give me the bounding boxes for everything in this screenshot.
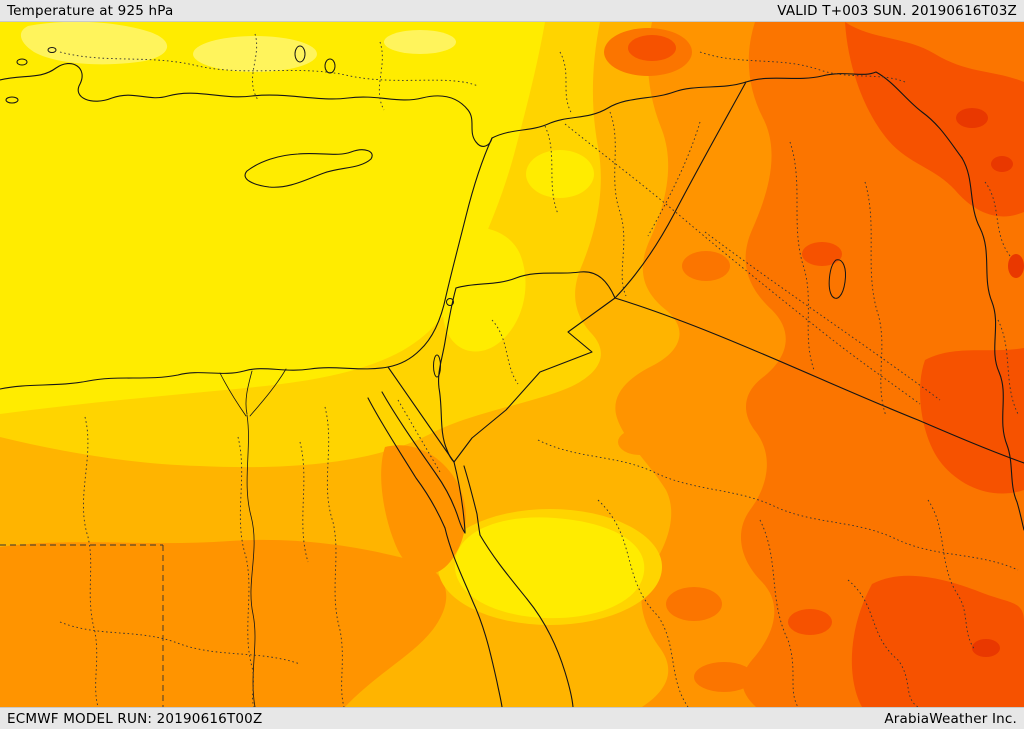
border-syria-jordan bbox=[455, 271, 616, 299]
admin-line-syria-1 bbox=[544, 125, 559, 215]
admin-line-saudi-2 bbox=[597, 499, 689, 707]
temp-spot-red-2 bbox=[991, 156, 1013, 172]
temp-pocket-deep-orange-3 bbox=[694, 662, 754, 692]
admin-line-saudi-4 bbox=[847, 579, 919, 707]
temp-blob-red-orange-northeast bbox=[845, 22, 1024, 217]
temp-pocket-orange-jordan-east bbox=[618, 429, 662, 455]
map-footer-bar: ECMWF MODEL RUN: 20190616T00Z ArabiaWeat… bbox=[0, 707, 1024, 729]
river-nile-delta-3 bbox=[249, 368, 287, 417]
temp-blob-red-orange-southeast bbox=[851, 575, 1024, 707]
coastline-gulf-suez-east bbox=[381, 391, 466, 534]
coastline-red-sea-east bbox=[479, 534, 574, 707]
admin-boundaries bbox=[0, 33, 1019, 707]
coastlines-and-borders bbox=[0, 45, 1024, 707]
admin-line-turkey-2 bbox=[252, 33, 259, 101]
temp-pocket-orange-redsea bbox=[381, 445, 466, 574]
map-header-bar: Temperature at 925 hPa VALID T+003 SUN. … bbox=[0, 0, 1024, 22]
island-aegean-3 bbox=[5, 96, 19, 104]
temp-spot-red-4 bbox=[1008, 254, 1024, 278]
border-syria-iraq bbox=[614, 81, 747, 299]
lake-turkey-1 bbox=[294, 45, 306, 63]
lake-galilee bbox=[446, 298, 454, 306]
river-nile bbox=[246, 414, 256, 707]
temp-patch-pale-yellow-2 bbox=[193, 36, 317, 72]
temp-pocket-deep-orange-2 bbox=[666, 587, 722, 621]
attribution-label: ArabiaWeather Inc. bbox=[884, 710, 1017, 727]
map-title: Temperature at 925 hPa bbox=[7, 2, 174, 19]
admin-line-iraq-2 bbox=[864, 181, 887, 417]
admin-line-syria-3 bbox=[647, 121, 701, 237]
coastline-gulf-aqaba-east bbox=[463, 465, 481, 536]
border-egypt-israel bbox=[387, 366, 455, 463]
temp-pocket-deep-orange-1 bbox=[682, 251, 730, 281]
temperature-bands bbox=[0, 22, 1024, 707]
border-saudi-iraq bbox=[614, 297, 1024, 464]
island-aegean-1 bbox=[16, 58, 28, 66]
coastline-levant bbox=[387, 137, 493, 368]
temperature-map bbox=[0, 22, 1024, 707]
temp-pocket-red-orange-iraq bbox=[802, 242, 842, 266]
admin-line-egypt-2 bbox=[237, 436, 255, 707]
island-aegean-2 bbox=[47, 47, 57, 53]
temp-band-orange-egypt-south bbox=[0, 539, 447, 707]
admin-line-egypt-1 bbox=[83, 416, 99, 707]
admin-line-saudi-5 bbox=[927, 499, 976, 651]
admin-line-egypt-4 bbox=[299, 441, 309, 563]
river-euphrates bbox=[564, 123, 921, 405]
lake-dead-sea bbox=[433, 354, 441, 378]
river-nile-delta-2 bbox=[219, 372, 247, 417]
lake-turkey-2 bbox=[324, 58, 336, 74]
temp-patch-pale-yellow-3 bbox=[384, 30, 456, 54]
temp-pocket-yellow-levant bbox=[438, 226, 526, 352]
admin-line-iraq-3 bbox=[704, 231, 941, 401]
lake-tharthar bbox=[828, 259, 846, 299]
admin-line-jordan bbox=[491, 319, 519, 385]
coastline-cyprus bbox=[244, 149, 373, 188]
model-run-label: ECMWF MODEL RUN: 20190616T00Z bbox=[7, 710, 263, 727]
admin-line-egypt-3 bbox=[324, 406, 345, 707]
temp-blob-red-orange-top bbox=[628, 35, 676, 61]
river-nile-delta-1 bbox=[245, 370, 253, 415]
coastline-red-sea-west bbox=[444, 527, 503, 707]
coastline-gulf-aqaba-west bbox=[453, 461, 466, 534]
coastline-egypt-north bbox=[0, 366, 389, 390]
temp-patch-pale-yellow-1 bbox=[20, 22, 168, 65]
temp-spot-red-1 bbox=[956, 108, 988, 128]
temp-spot-red-3 bbox=[972, 639, 1000, 657]
admin-line-turkey-4 bbox=[699, 51, 906, 83]
admin-line-iran-2 bbox=[997, 319, 1019, 415]
admin-line-saudi-1 bbox=[537, 439, 1019, 571]
coastline-turkey-south bbox=[0, 63, 493, 147]
admin-line-turkey-3 bbox=[378, 41, 385, 111]
border-iraq-iran bbox=[961, 157, 1024, 531]
temp-pocket-yellow-saudi bbox=[454, 517, 645, 619]
temp-pocket-red-orange-south bbox=[788, 609, 832, 635]
admin-line-egypt-5 bbox=[59, 621, 301, 665]
coastline-gulf-suez-west bbox=[367, 397, 446, 529]
temperature-map-svg bbox=[0, 22, 1024, 707]
valid-time-label: VALID T+003 SUN. 20190616T03Z bbox=[777, 2, 1017, 19]
temp-blob-red-orange-east bbox=[920, 348, 1024, 494]
border-jordan-saudi bbox=[453, 297, 616, 463]
admin-line-turkey-1 bbox=[59, 51, 479, 87]
temp-band-deep-orange-main bbox=[740, 22, 1024, 707]
temp-pocket-yellow-syria bbox=[526, 150, 594, 198]
